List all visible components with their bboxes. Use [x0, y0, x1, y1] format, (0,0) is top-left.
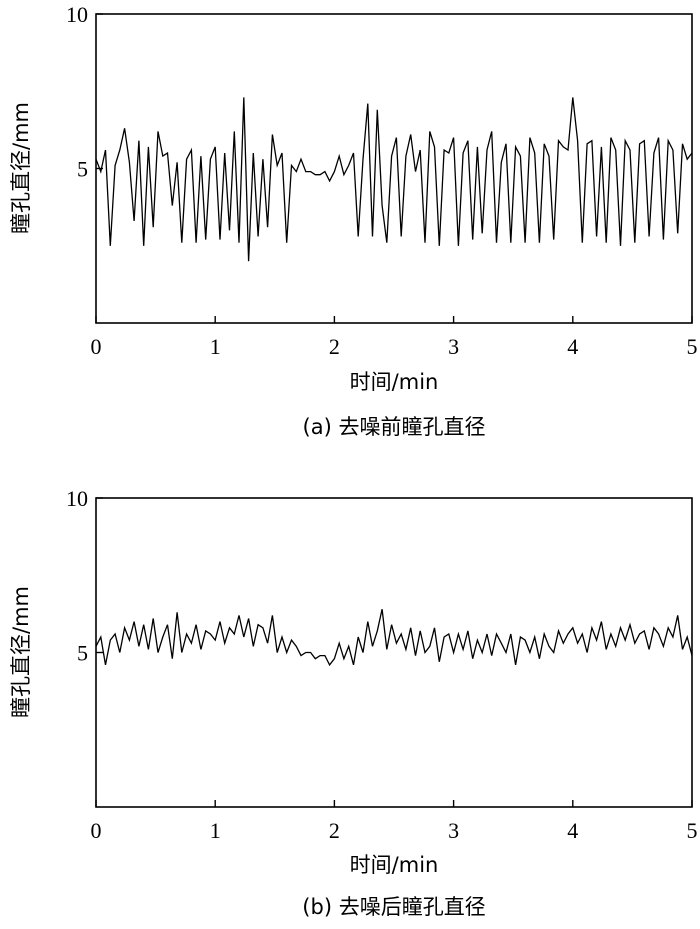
y-tick-label: 10	[66, 2, 88, 27]
x-tick-label: 2	[329, 334, 340, 359]
chart-caption: (b) 去噪后瞳孔直径	[302, 895, 485, 919]
x-tick-label: 4	[567, 334, 578, 359]
tick-labels: 0 1 2 3 4 5 5 10	[66, 2, 698, 359]
axis-ticks	[95, 497, 693, 807]
x-tick-label: 0	[91, 818, 102, 843]
x-tick-label: 5	[687, 334, 698, 359]
x-tick-label: 0	[91, 334, 102, 359]
series-line-raw	[95, 97, 693, 262]
x-tick-label: 3	[448, 818, 459, 843]
series-line-denoised	[95, 609, 693, 667]
chart-a: 0 1 2 3 4 5 5 10 时间/min 瞳孔直径/mm (a) 去噪前瞳孔直径	[9, 2, 698, 439]
tick-labels: 0 1 2 3 4 5 5 10	[66, 486, 698, 843]
x-axis-title: 时间/min	[350, 853, 439, 877]
x-tick-label: 3	[448, 334, 459, 359]
x-tick-label: 5	[687, 818, 698, 843]
y-tick-label: 5	[77, 157, 88, 182]
y-axis-title: 瞳孔直径/mm	[9, 586, 33, 718]
x-tick-label: 1	[210, 818, 221, 843]
x-tick-label: 4	[567, 818, 578, 843]
chart-caption: (a) 去噪前瞳孔直径	[303, 415, 486, 439]
x-axis-title: 时间/min	[350, 370, 439, 394]
x-tick-label: 2	[329, 818, 340, 843]
y-tick-label: 5	[77, 641, 88, 666]
chart-b: 0 1 2 3 4 5 5 10 时间/min 瞳孔直径/mm (b) 去噪后瞳孔直径	[9, 486, 698, 919]
x-tick-label: 1	[210, 334, 221, 359]
axis-ticks	[95, 13, 693, 323]
y-axis-title: 瞳孔直径/mm	[9, 102, 33, 234]
y-tick-label: 10	[66, 486, 88, 511]
plot-frame	[95, 497, 693, 808]
